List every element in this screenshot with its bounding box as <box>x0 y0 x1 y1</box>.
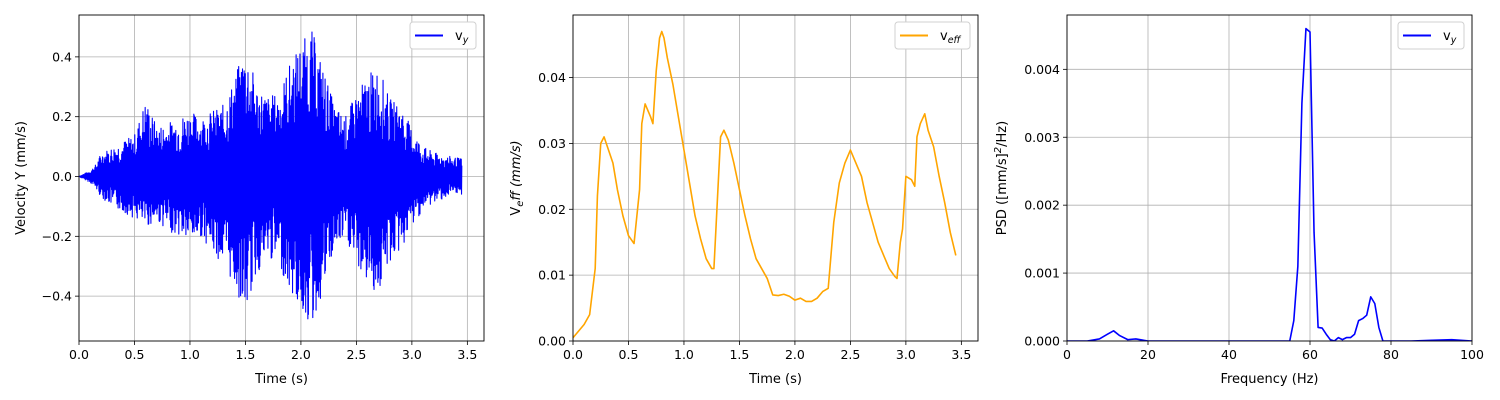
legend-label-main: v <box>940 29 948 44</box>
x-axis-label: Time (s) <box>748 372 802 387</box>
y-axis-label-rest: ff (mm/s) <box>509 140 524 200</box>
legend-label-main: v <box>1443 29 1451 44</box>
legend: vy <box>409 21 477 50</box>
chart-psd: 0 20 40 60 80 100 0.000 0.001 0.002 0.003 0.004 F… <box>993 14 1484 387</box>
series-layer <box>1067 27 1472 341</box>
x-tick-label: 1.0 <box>674 347 694 362</box>
x-ticks: 0.0 0.5 1.0 1.5 2.0 2.5 3.0 3.5 <box>69 341 477 362</box>
legend-label: vy <box>455 29 469 46</box>
x-tick-label: 0 <box>1063 347 1071 362</box>
x-tick-label: 2.5 <box>346 347 366 362</box>
grid <box>572 15 978 342</box>
y-tick-label: 0.0 <box>52 169 72 184</box>
chart-velocity-eff: 0.0 0.5 1.0 1.5 2.0 2.5 3.0 3.5 0.000.010.020.0… <box>509 14 979 387</box>
x-tick-label: 1.5 <box>729 347 749 362</box>
x-tick-label: 40 <box>1221 347 1237 362</box>
series-line <box>573 30 957 339</box>
x-tick-label: 3.0 <box>402 347 422 362</box>
x-tick-label: 3.0 <box>896 347 916 362</box>
y-tick-label: 0.2 <box>52 109 72 124</box>
series-line <box>1067 27 1472 341</box>
x-tick-label: 100 <box>1460 347 1484 362</box>
y-axis-label-rest: /Hz) <box>995 121 1010 147</box>
legend-label-sub: y <box>462 35 469 46</box>
x-ticks: 0 20 40 60 80 100 <box>1063 341 1484 362</box>
x-tick-label: 2.0 <box>291 347 311 362</box>
x-axis-label: Frequency (Hz) <box>1220 372 1318 387</box>
x-tick-label: 80 <box>1383 347 1399 362</box>
y-tick-label: 0.002 <box>1024 198 1060 213</box>
legend-label-main: v <box>455 29 463 44</box>
y-tick-label: 0.02 <box>538 202 566 217</box>
x-tick-label: 20 <box>1140 347 1156 362</box>
y-tick-label: −0.4 <box>42 289 72 304</box>
y-tick-label: −0.2 <box>42 229 72 244</box>
x-axis-label: Time (s) <box>254 372 308 387</box>
y-ticks: −0.4 −0.2 0.0 0.2 0.4 <box>42 49 79 304</box>
series-line <box>79 31 463 320</box>
axes-frame <box>572 14 979 342</box>
legend-label: vy <box>1443 29 1457 46</box>
y-axis-label-main: V <box>509 207 524 216</box>
y-ticks: 0.00 0.01 0.02 0.03 0.04 <box>538 70 573 349</box>
y-tick-label: 0.04 <box>538 70 566 85</box>
x-tick-label: 1.0 <box>180 347 200 362</box>
x-tick-label: 0.0 <box>563 347 583 362</box>
y-axis-label: Veff (mm/s) <box>509 140 526 215</box>
y-tick-label: 0.4 <box>52 49 72 64</box>
legend-label-sub: eff <box>948 35 962 46</box>
y-axis-label: PSD ([mm/s]2/Hz) <box>993 121 1010 235</box>
x-tick-label: 60 <box>1302 347 1318 362</box>
x-tick-label: 0.5 <box>125 347 145 362</box>
y-axis-label: Velocity Y (mm/s) <box>14 121 29 235</box>
legend: veff <box>894 21 971 50</box>
y-tick-label: 0.01 <box>538 268 566 283</box>
y-tick-label: 0.03 <box>538 136 566 151</box>
grid <box>1066 15 1473 342</box>
x-ticks: 0.0 0.5 1.0 1.5 2.0 2.5 3.0 3.5 <box>563 341 971 362</box>
x-tick-label: 1.5 <box>235 347 255 362</box>
y-tick-label: 0.004 <box>1024 62 1060 77</box>
legend: vy <box>1397 21 1465 50</box>
series-layer <box>79 31 463 320</box>
x-tick-label: 2.0 <box>785 347 805 362</box>
y-tick-label: 0.000 <box>1024 334 1060 349</box>
legend-label: veff <box>940 29 962 46</box>
y-tick-label: 0.001 <box>1024 266 1060 281</box>
y-axis-label-sup: 2 <box>993 147 1004 153</box>
axes-frame <box>78 14 485 342</box>
y-axis-label-main: PSD ([mm/s] <box>995 153 1010 235</box>
y-tick-label: 0.00 <box>538 334 566 349</box>
legend-box <box>894 21 971 50</box>
y-tick-label: 0.003 <box>1024 130 1060 145</box>
x-tick-label: 3.5 <box>457 347 477 362</box>
axes-frame <box>1066 14 1473 342</box>
x-tick-label: 0.0 <box>69 347 89 362</box>
series-layer <box>573 30 957 339</box>
x-tick-label: 2.5 <box>840 347 860 362</box>
y-ticks: 0.000 0.001 0.002 0.003 0.004 <box>1024 62 1067 349</box>
x-tick-label: 3.5 <box>951 347 971 362</box>
chart-velocity-y: 0.0 0.5 1.0 1.5 2.0 2.5 3.0 3.5 −0.4 −0.2 0.0 0.2 0… <box>14 14 485 387</box>
y-axis-label-sub: e <box>515 201 526 207</box>
x-tick-label: 0.5 <box>619 347 639 362</box>
legend-label-sub: y <box>1450 35 1457 46</box>
